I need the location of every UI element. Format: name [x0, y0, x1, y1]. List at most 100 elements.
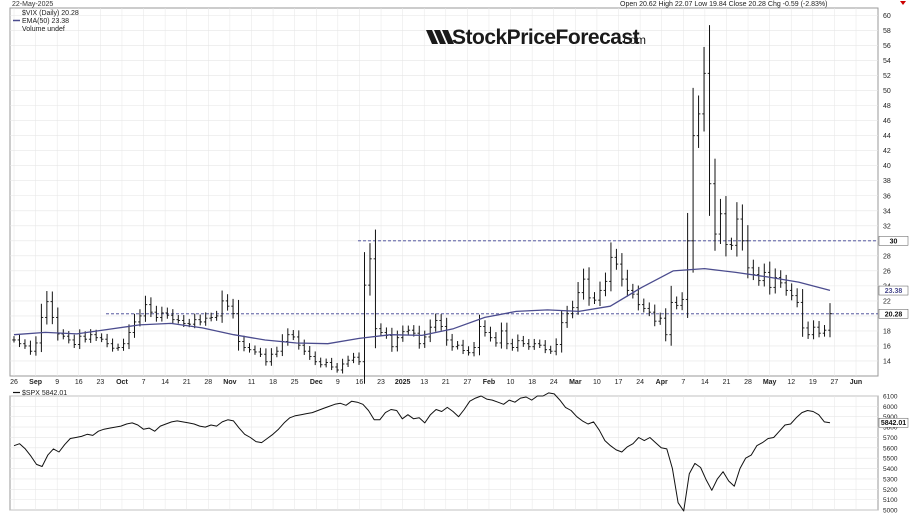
- y-tick-label: 42: [883, 148, 891, 155]
- x-tick-label: 9: [336, 379, 340, 386]
- x-tick-label: Jun: [850, 379, 862, 386]
- y-axis-lower: 5000 5100 5200 5300 5400 5500 5600 5700 5800 5900…: [878, 394, 909, 515]
- y-tick-label: 58: [883, 28, 891, 35]
- y-tick-label: 5800: [883, 425, 898, 432]
- x-tick-label: 16: [75, 379, 83, 386]
- y-tick-label: 36: [883, 193, 891, 200]
- plot-area-lower: [9, 395, 879, 511]
- x-tick-label: May: [763, 379, 777, 386]
- x-tick-label: 2025: [395, 379, 411, 386]
- x-tick-label: 18: [269, 379, 277, 386]
- x-tick-label: 16: [356, 379, 364, 386]
- y-tick-label: 5900: [883, 414, 898, 421]
- y-tick-label: 26: [883, 268, 891, 275]
- y-tick-label: 5700: [883, 435, 898, 442]
- legend-ema: EMA(50) 23.38: [22, 18, 69, 25]
- brand-name: StockPriceForecast: [452, 26, 640, 49]
- x-tick-label: 26: [10, 379, 18, 386]
- x-tick-label: Dec: [310, 379, 323, 386]
- y-tick-label: 56: [883, 43, 891, 50]
- legend-vix: $VIX (Daily) 20.28: [22, 10, 79, 17]
- y-tick-label: 16: [883, 343, 891, 350]
- x-tick-label: 21: [442, 379, 450, 386]
- x-tick-label: 28: [744, 379, 752, 386]
- y-tick-label: 32: [883, 223, 891, 230]
- y-tick-label: 18: [883, 328, 891, 335]
- last-price-label: 20.28: [885, 311, 903, 318]
- ema-price-label: 23.38: [885, 288, 903, 295]
- ema-line: [13, 267, 831, 345]
- y-tick-label: 48: [883, 103, 891, 110]
- y-tick-label: 54: [883, 58, 891, 65]
- x-tick-label: 18: [528, 379, 536, 386]
- x-tick-label: 24: [636, 379, 644, 386]
- y-axis-upper: 1416182022242628303234363840424446485052…: [878, 13, 909, 365]
- ema50-line: [13, 267, 831, 345]
- x-tick-label: 17: [615, 379, 623, 386]
- x-tick-label: 14: [701, 379, 709, 386]
- x-tick-label: Apr: [656, 379, 668, 386]
- y-tick-label: 28: [883, 253, 891, 260]
- x-tick-label: Oct: [116, 379, 128, 386]
- y-tick-label: 34: [883, 208, 891, 215]
- logo-stripe-icon: [434, 30, 446, 44]
- x-tick-label: 23: [96, 379, 104, 386]
- x-tick-label: 11: [248, 379, 255, 386]
- x-tick-label: 13: [420, 379, 428, 386]
- y-tick-label: 5500: [883, 456, 898, 463]
- x-tick-label: 24: [550, 379, 558, 386]
- chart-date: 22-May-2025: [12, 1, 53, 8]
- down-arrow-icon: [900, 1, 906, 5]
- spx-line: [13, 392, 831, 512]
- x-tick-label: 21: [723, 379, 731, 386]
- brand-tld: .com: [620, 33, 646, 47]
- y-tick-label: 5200: [883, 487, 898, 494]
- x-axis: 26 Sep 9 16 23 Oct 7 14 21 28 Nov 11 18 25 Dec 9 16 23 202…: [10, 379, 862, 386]
- y-tick-label: 5000: [883, 508, 898, 514]
- logo-stripe-icon: [442, 30, 454, 44]
- y-tick-label: 44: [883, 133, 891, 140]
- level-price-label: 30: [890, 238, 898, 245]
- reference-lines: [106, 240, 878, 315]
- y-tick-label: 40: [883, 163, 891, 170]
- x-tick-label: 7: [142, 379, 146, 386]
- x-tick-label: Sep: [29, 379, 42, 386]
- x-tick-label: 14: [161, 379, 169, 386]
- y-tick-label: 52: [883, 73, 891, 80]
- x-tick-label: Mar: [569, 379, 582, 386]
- y-tick-label: 46: [883, 118, 891, 125]
- y-tick-label: 22: [883, 298, 891, 305]
- x-tick-label: 10: [507, 379, 515, 386]
- x-tick-label: 25: [291, 379, 299, 386]
- x-tick-label: 9: [55, 379, 59, 386]
- x-tick-label: Feb: [483, 379, 495, 386]
- y-tick-label: 5600: [883, 445, 898, 452]
- x-tick-label: 7: [681, 379, 685, 386]
- y-tick-label: 5400: [883, 466, 898, 473]
- x-tick-label: Nov: [223, 379, 236, 386]
- spx-price-line: [13, 392, 831, 512]
- y-tick-label: 14: [883, 358, 891, 365]
- spx-price-label: 5842.01: [881, 420, 906, 427]
- y-tick-label: 5100: [883, 497, 898, 504]
- x-tick-label: 27: [831, 379, 839, 386]
- ohlc-bars: [12, 25, 832, 384]
- x-tick-label: 21: [183, 379, 191, 386]
- x-tick-label: 19: [809, 379, 817, 386]
- lower-legend: $SPX 5842.01: [22, 390, 67, 397]
- y-tick-label: 6000: [883, 404, 898, 411]
- x-tick-label: 10: [593, 379, 601, 386]
- ohlc-readout: Open 20.62 High 22.07 Low 19.84 Close 20…: [620, 1, 827, 8]
- brand-logo: StockPriceForecast .com: [426, 26, 646, 49]
- logo-stripe-icon: [426, 30, 438, 44]
- y-tick-label: 38: [883, 178, 891, 185]
- x-tick-label: 27: [463, 379, 471, 386]
- last-price-label-box: [878, 309, 909, 319]
- legend-volume: Volume undef: [22, 26, 65, 33]
- y-tick-label: 50: [883, 88, 891, 95]
- x-tick-label: 23: [377, 379, 385, 386]
- spx-price-label-box: [878, 417, 909, 428]
- level-price-label-box: [878, 236, 909, 246]
- grid-layer: [10, 8, 878, 511]
